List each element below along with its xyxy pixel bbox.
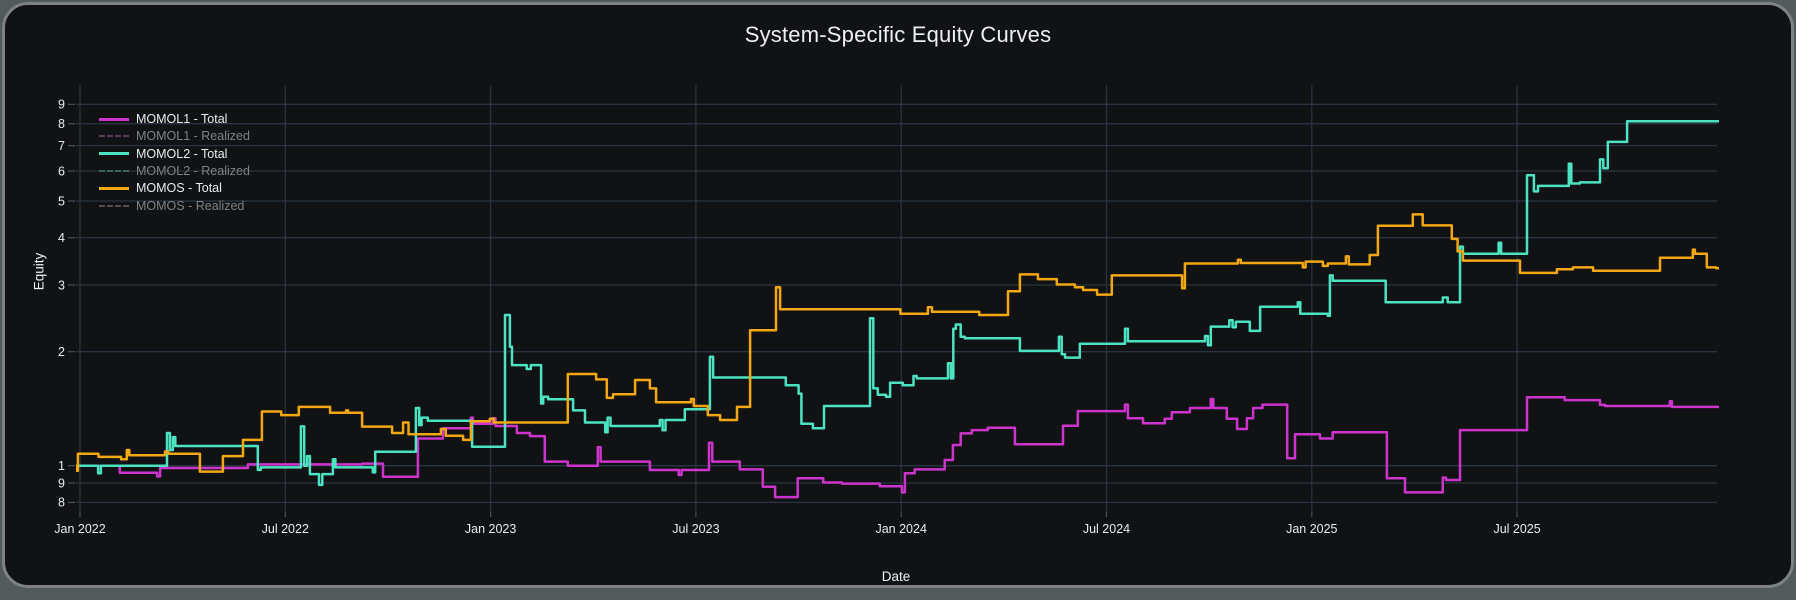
legend-item-label: MOMOL1 - Total xyxy=(136,112,228,126)
series-line-momol1-total xyxy=(76,396,1719,499)
legend-item-momol2-realized[interactable]: MOMOL2 - Realized xyxy=(99,163,250,179)
y-tick-label: 1 xyxy=(58,459,65,473)
x-tick-label: Jan 2022 xyxy=(54,522,105,536)
legend-item-label: MOMOL2 - Total xyxy=(136,146,228,161)
legend-line-sample xyxy=(99,186,129,190)
y-tick-label: 8 xyxy=(58,496,65,510)
legend-item-momol1-realized[interactable]: MOMOL1 - Realized xyxy=(99,128,250,144)
legend-item-momol1-total[interactable]: MOMOL1 - Total xyxy=(99,111,227,127)
y-tick-label: 9 xyxy=(58,476,65,490)
legend-item-momos-realized[interactable]: MOMOS - Realized xyxy=(99,198,244,214)
chart-title: System-Specific Equity Curves xyxy=(744,22,1052,47)
x-tick-label: Jan 2024 xyxy=(875,522,926,536)
gridlines xyxy=(76,85,1717,512)
y-tick-label: 5 xyxy=(58,194,65,208)
y-axis-title: Equity xyxy=(31,252,47,291)
legend-dashed-line-sample xyxy=(99,169,129,172)
legend-line-sample xyxy=(99,117,129,121)
x-tick-label: Jan 2023 xyxy=(465,522,516,536)
legend-item-momos-total[interactable]: MOMOS - Total xyxy=(99,180,222,196)
legend-item-momol2-total[interactable]: MOMOL2 - Total xyxy=(99,146,227,162)
chart-card xyxy=(2,2,1794,588)
y-tick-label: 8 xyxy=(58,117,65,131)
legend-line-sample xyxy=(99,152,129,156)
x-tick-label: Jul 2025 xyxy=(1493,522,1540,536)
x-tick-label: Jul 2023 xyxy=(672,522,719,536)
y-tick-label: 2 xyxy=(58,345,65,359)
x-tick-label: Jul 2024 xyxy=(1083,522,1130,536)
series-lines xyxy=(76,120,1719,499)
series-line-momos-total xyxy=(76,213,1719,473)
x-axis-title: Date xyxy=(881,569,911,584)
legend-dashed-line-sample xyxy=(99,135,129,138)
y-tick-label: 3 xyxy=(58,278,65,292)
legend-item-label: MOMOL2 - Realized xyxy=(136,163,250,178)
y-tick-label: 6 xyxy=(58,164,65,178)
y-tick-label: 7 xyxy=(58,139,65,153)
x-tick-label: Jan 2025 xyxy=(1286,522,1337,536)
legend-item-label: MOMOL1 - Realized xyxy=(136,129,250,144)
y-tick-label: 4 xyxy=(58,231,65,245)
x-tick-label: Jul 2022 xyxy=(262,522,309,536)
legend-item-label: MOMOS - Realized xyxy=(136,198,245,213)
axis-ticks: 9 8 7 6 5 4 3 2 1 9 8 Jan 2022 Jul 2022 Jan 2023 Jul 2… xyxy=(54,98,1540,536)
legend-dashed-line-sample xyxy=(99,204,129,207)
legend-item-label: MOMOS - Total xyxy=(136,181,222,196)
y-tick-label: 9 xyxy=(58,98,65,112)
series-line-momol2-total xyxy=(76,120,1719,487)
